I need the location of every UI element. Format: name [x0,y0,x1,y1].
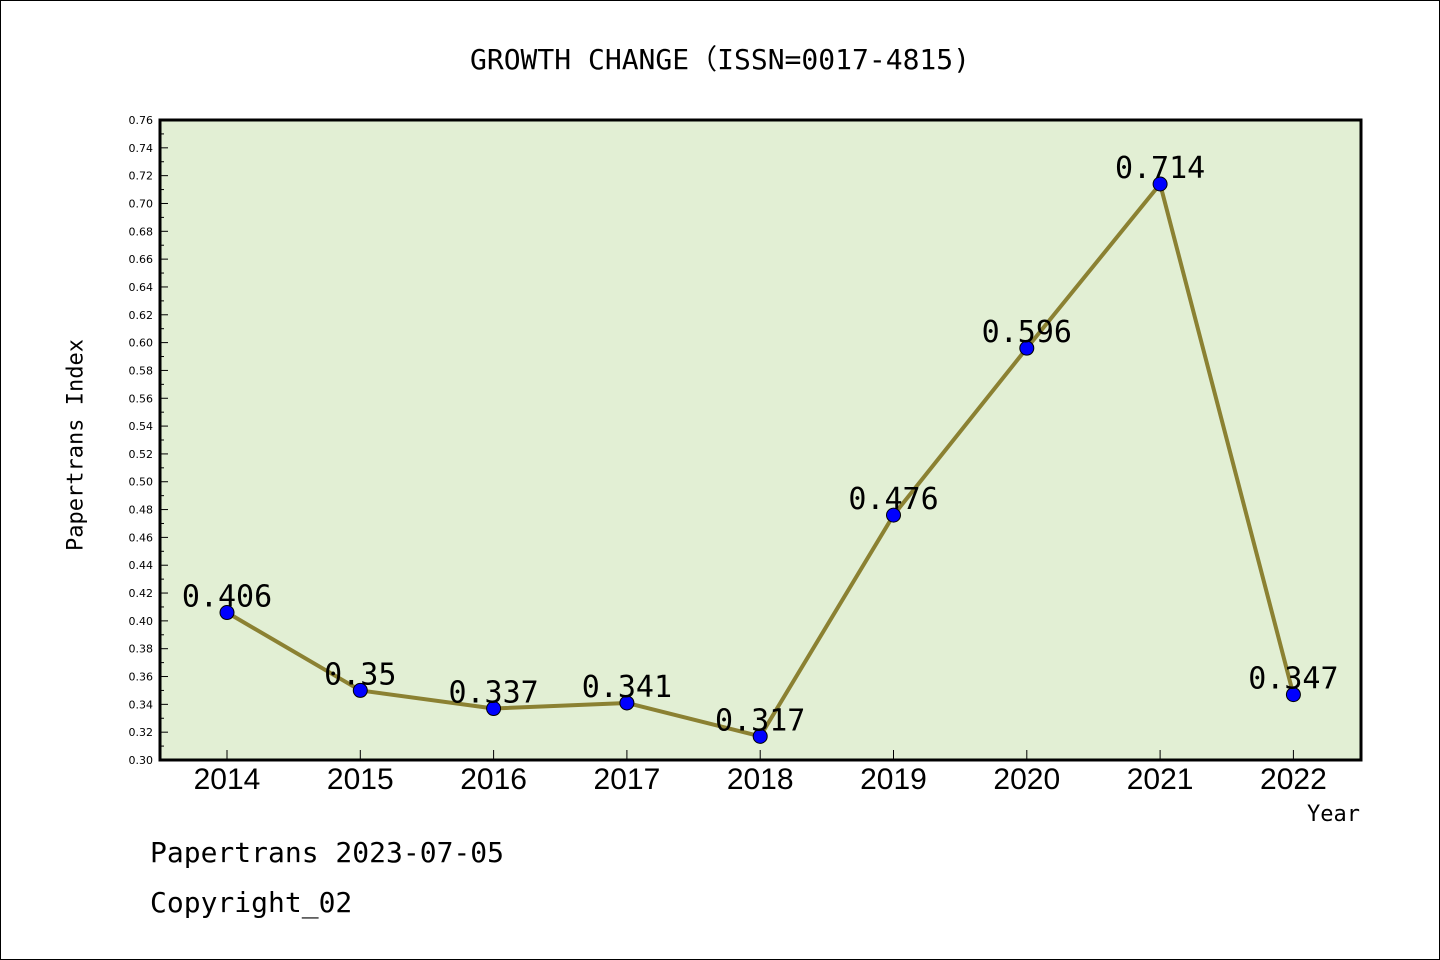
x-tick-label: 2022 [1260,763,1327,796]
x-tick-label: 2015 [327,763,394,796]
data-label: 0.347 [1248,662,1338,697]
data-labels: 0.406 0.35 0.337 0.341 0.317 0.476 0.596 0.714 0… [182,151,1339,738]
y-tick-label: 0.70 [129,197,154,210]
y-tick-label: 0.34 [129,698,154,711]
data-point [1285,687,1301,703]
y-tick-label: 0.38 [129,643,154,656]
y-tick-label: 0.60 [129,337,154,350]
data-label: 0.341 [582,670,672,705]
y-axis-label: Papertrans Index [63,339,89,551]
y-tick-label: 0.40 [129,615,154,628]
x-tick-label: 2019 [860,763,927,796]
data-point [352,682,368,698]
x-tick-label: 2014 [194,763,261,796]
data-label: 0.406 [182,580,272,615]
data-label: 0.35 [324,657,396,692]
y-tick-label: 0.74 [129,142,154,155]
data-point [486,701,502,717]
data-label: 0.476 [848,482,938,517]
y-tick-label: 0.56 [129,392,154,405]
data-label: 0.317 [715,703,805,738]
footer-copyright: Copyright_02 [150,886,353,919]
y-tick-label: 0.54 [129,420,154,433]
y-axis: 0.30 0.32 0.34 0.36 0.38 0.40 0.42 0.44 0.46 0.48… [129,114,168,767]
x-axis: 2014 2015 2016 2017 2018 2019 2020 2021 2022 [194,750,1327,796]
y-tick-label: 0.36 [129,671,154,684]
y-tick-label: 0.58 [129,364,154,377]
y-tick-label: 0.46 [129,531,154,544]
x-tick-label: 2018 [727,763,794,796]
x-tick-label: 2016 [460,763,527,796]
x-axis-label: Year [1307,802,1360,827]
series-papertrans-index [219,176,1301,744]
y-tick-label: 0.64 [129,281,154,294]
y-tick-label: 0.32 [129,726,154,739]
data-label: 0.337 [448,676,538,711]
data-point [752,728,768,744]
data-point [1019,340,1035,356]
y-tick-label: 0.62 [129,309,154,322]
data-point [619,695,635,711]
data-label: 0.714 [1115,151,1205,186]
data-point [1152,176,1168,192]
x-tick-label: 2017 [594,763,661,796]
y-tick-label: 0.76 [129,114,154,127]
x-tick-label: 2021 [1127,763,1194,796]
chart-title: GROWTH CHANGE（ISSN=0017-4815) [469,43,970,76]
y-tick-label: 0.44 [129,559,154,572]
data-point [219,605,235,621]
y-tick-label: 0.42 [129,587,154,600]
x-tick-label: 2020 [993,763,1060,796]
y-tick-label: 0.48 [129,504,154,517]
footer-date: Papertrans 2023-07-05 [150,836,505,869]
data-point [886,507,901,523]
data-label: 0.596 [982,315,1072,350]
y-tick-label: 0.68 [129,225,154,238]
y-tick-label: 0.50 [129,476,154,489]
y-tick-label: 0.52 [129,448,154,461]
y-tick-label: 0.66 [129,253,154,266]
y-tick-label: 0.30 [129,754,154,767]
plot-area [158,118,1363,762]
y-tick-label: 0.72 [129,170,154,183]
